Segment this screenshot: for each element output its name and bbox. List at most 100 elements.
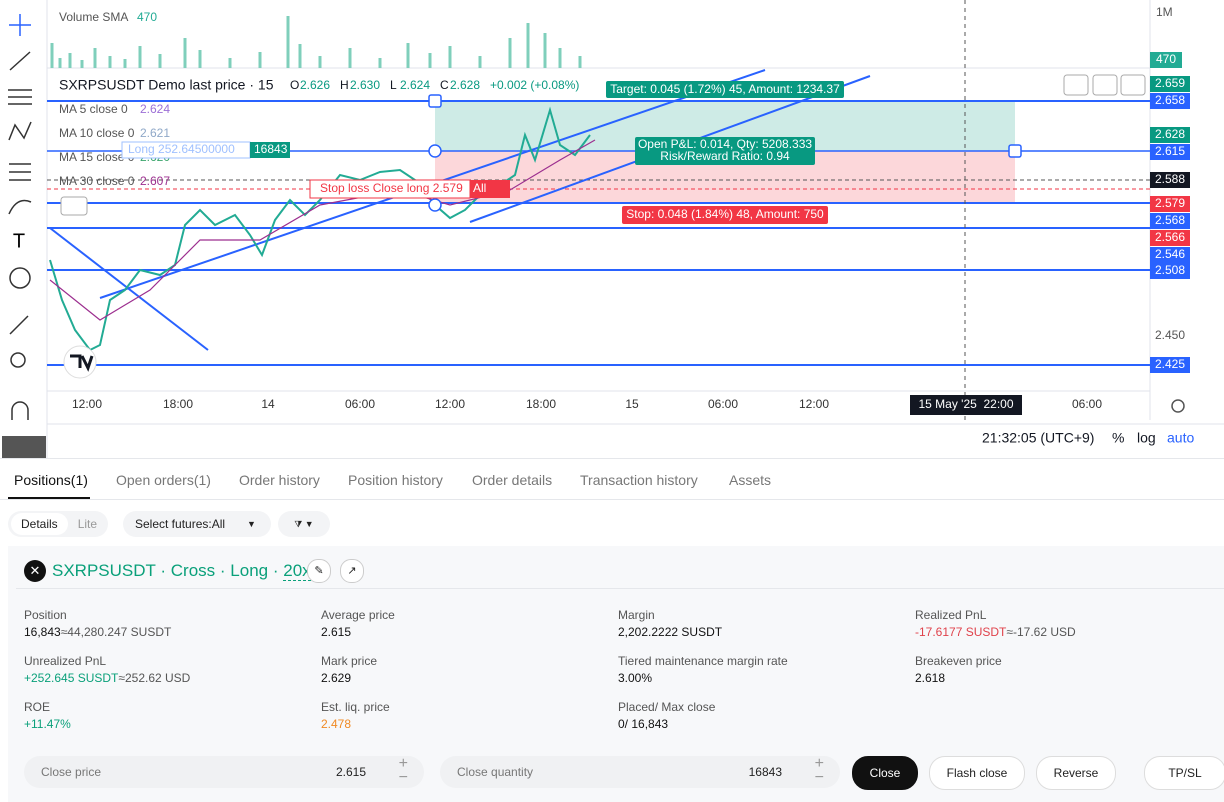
time-label: 15 bbox=[625, 397, 639, 411]
field-label: ROE bbox=[24, 700, 51, 714]
separator: · bbox=[272, 561, 279, 580]
price-tag: 2.659 bbox=[1155, 76, 1185, 90]
forecast-tool[interactable] bbox=[9, 163, 31, 181]
field-label: Breakeven price bbox=[915, 654, 1002, 668]
ohlc-value: 2.624 bbox=[400, 78, 430, 92]
position-qty-bg bbox=[250, 142, 290, 158]
tab[interactable]: Open orders(1) bbox=[116, 472, 211, 488]
handle[interactable] bbox=[428, 144, 442, 158]
volume-scale: 1M bbox=[1156, 5, 1173, 19]
time-label: 06:00 bbox=[345, 397, 375, 411]
magnet-tool[interactable] bbox=[11, 401, 29, 420]
time-label: 06:00 bbox=[708, 397, 738, 411]
auto-toggle[interactable]: auto bbox=[1167, 430, 1194, 446]
tab[interactable]: Positions(1) bbox=[14, 472, 88, 488]
price-tag: 2.588 bbox=[1155, 172, 1185, 186]
stop-line-all: All bbox=[473, 181, 486, 195]
action-button[interactable]: Flash close bbox=[929, 756, 1025, 790]
tab[interactable]: Order details bbox=[472, 472, 553, 488]
futures-select[interactable]: Select futures:All ▼ bbox=[123, 511, 271, 537]
value: 2,202.2222 SUSDT bbox=[618, 625, 723, 639]
price-tag: 2.425 bbox=[1155, 357, 1185, 371]
value: 2.618 bbox=[915, 671, 946, 685]
toggle-option[interactable]: Lite bbox=[77, 517, 98, 531]
log-toggle[interactable]: log bbox=[1137, 430, 1156, 446]
stop-line-label: Stop loss Close long 2.579 bbox=[320, 181, 463, 195]
ohlc-key: C bbox=[440, 78, 449, 92]
hlines bbox=[47, 100, 1150, 366]
lock-tool[interactable] bbox=[2, 436, 46, 458]
action-button[interactable]: Close bbox=[852, 756, 918, 790]
share-button[interactable]: ↗ bbox=[340, 559, 364, 583]
field-value: 2.618 bbox=[915, 671, 945, 685]
settings-icon[interactable] bbox=[1171, 399, 1185, 413]
symbol-legend: SXRPSUSDT Demo last price · 15 bbox=[59, 77, 274, 93]
ma-name: MA 10 close 0 bbox=[59, 126, 135, 140]
brush-tool[interactable] bbox=[8, 199, 32, 215]
collapse-button[interactable] bbox=[60, 196, 88, 216]
fib-tool[interactable] bbox=[8, 89, 32, 105]
crosshair-tool[interactable] bbox=[9, 14, 31, 36]
price-tag-bg bbox=[1150, 357, 1190, 373]
value: 0/ 16,843 bbox=[618, 717, 669, 731]
nav-button[interactable] bbox=[1120, 74, 1146, 96]
zoom-tool[interactable] bbox=[10, 352, 26, 368]
price-path bbox=[49, 106, 591, 352]
action-button[interactable]: Reverse bbox=[1036, 756, 1116, 790]
handle[interactable] bbox=[428, 94, 442, 108]
nav-button[interactable] bbox=[1063, 74, 1089, 96]
leverage[interactable]: 20x bbox=[283, 561, 311, 581]
filter-button[interactable]: ⧩ ▼ bbox=[278, 511, 330, 537]
ma-curve bbox=[49, 139, 596, 321]
pattern-tool[interactable] bbox=[8, 121, 32, 141]
text-tool[interactable]: T bbox=[13, 230, 25, 252]
view-toggle: Details Lite bbox=[8, 511, 108, 537]
price-tag-bg bbox=[1150, 93, 1190, 109]
toggle-option[interactable]: Details bbox=[11, 513, 68, 535]
price-tag: 2.658 bbox=[1155, 93, 1185, 107]
tab[interactable]: Transaction history bbox=[580, 472, 698, 488]
divider bbox=[0, 458, 1224, 459]
action-button[interactable]: TP/SL bbox=[1144, 756, 1224, 790]
value: 2.629 bbox=[321, 671, 352, 685]
nav-buttons bbox=[60, 74, 1146, 216]
position-label: Long 252.64500000 bbox=[128, 142, 235, 156]
tab-underline bbox=[8, 497, 90, 499]
ma-name: MA 30 close 0 bbox=[59, 174, 135, 188]
field-value: 2,202.2222 SUSDT bbox=[618, 625, 722, 639]
percent-toggle[interactable]: % bbox=[1112, 430, 1124, 446]
ruler-tool[interactable] bbox=[9, 315, 29, 335]
edit-button[interactable]: ✎ bbox=[307, 559, 331, 583]
field-value: 2.615 bbox=[321, 625, 351, 639]
side: Long bbox=[230, 561, 269, 580]
close-price-input[interactable]: Close price 2.615 + − bbox=[24, 756, 424, 788]
field-value: 0/ 16,843 bbox=[618, 717, 668, 731]
price-tag: 2.508 bbox=[1155, 263, 1185, 277]
price-tag-bg bbox=[1150, 144, 1190, 160]
stepper[interactable]: + − bbox=[398, 755, 408, 786]
ohlc-key: H bbox=[340, 78, 349, 92]
handle[interactable] bbox=[428, 198, 442, 212]
target-label-bg bbox=[606, 81, 844, 98]
approx: ≈44,280.247 SUSDT bbox=[60, 625, 172, 639]
stepper[interactable]: + − bbox=[814, 755, 824, 786]
crosshair-label: 15 May '25 22:00 bbox=[918, 397, 1013, 411]
close-qty-input[interactable]: Close quantity 16843 + − bbox=[440, 756, 840, 788]
tab[interactable]: Position history bbox=[348, 472, 443, 488]
trendline-tool[interactable] bbox=[9, 51, 31, 71]
handle[interactable] bbox=[1008, 144, 1022, 158]
tab[interactable]: Order history bbox=[239, 472, 320, 488]
emoji-tool[interactable] bbox=[9, 267, 31, 289]
ohlc-value: 2.628 bbox=[450, 78, 480, 92]
nav-button[interactable] bbox=[1092, 74, 1118, 96]
value: 16,843 bbox=[24, 625, 61, 639]
change: +0.002 (+0.08%) bbox=[490, 78, 579, 92]
price-tag-bg bbox=[1150, 172, 1190, 188]
tab[interactable]: Assets bbox=[729, 472, 772, 488]
time-label: 14 bbox=[261, 397, 275, 411]
input-label: Close price bbox=[41, 765, 102, 779]
coin-icon: ✕ bbox=[24, 560, 46, 582]
input-label: Close quantity bbox=[457, 765, 534, 779]
